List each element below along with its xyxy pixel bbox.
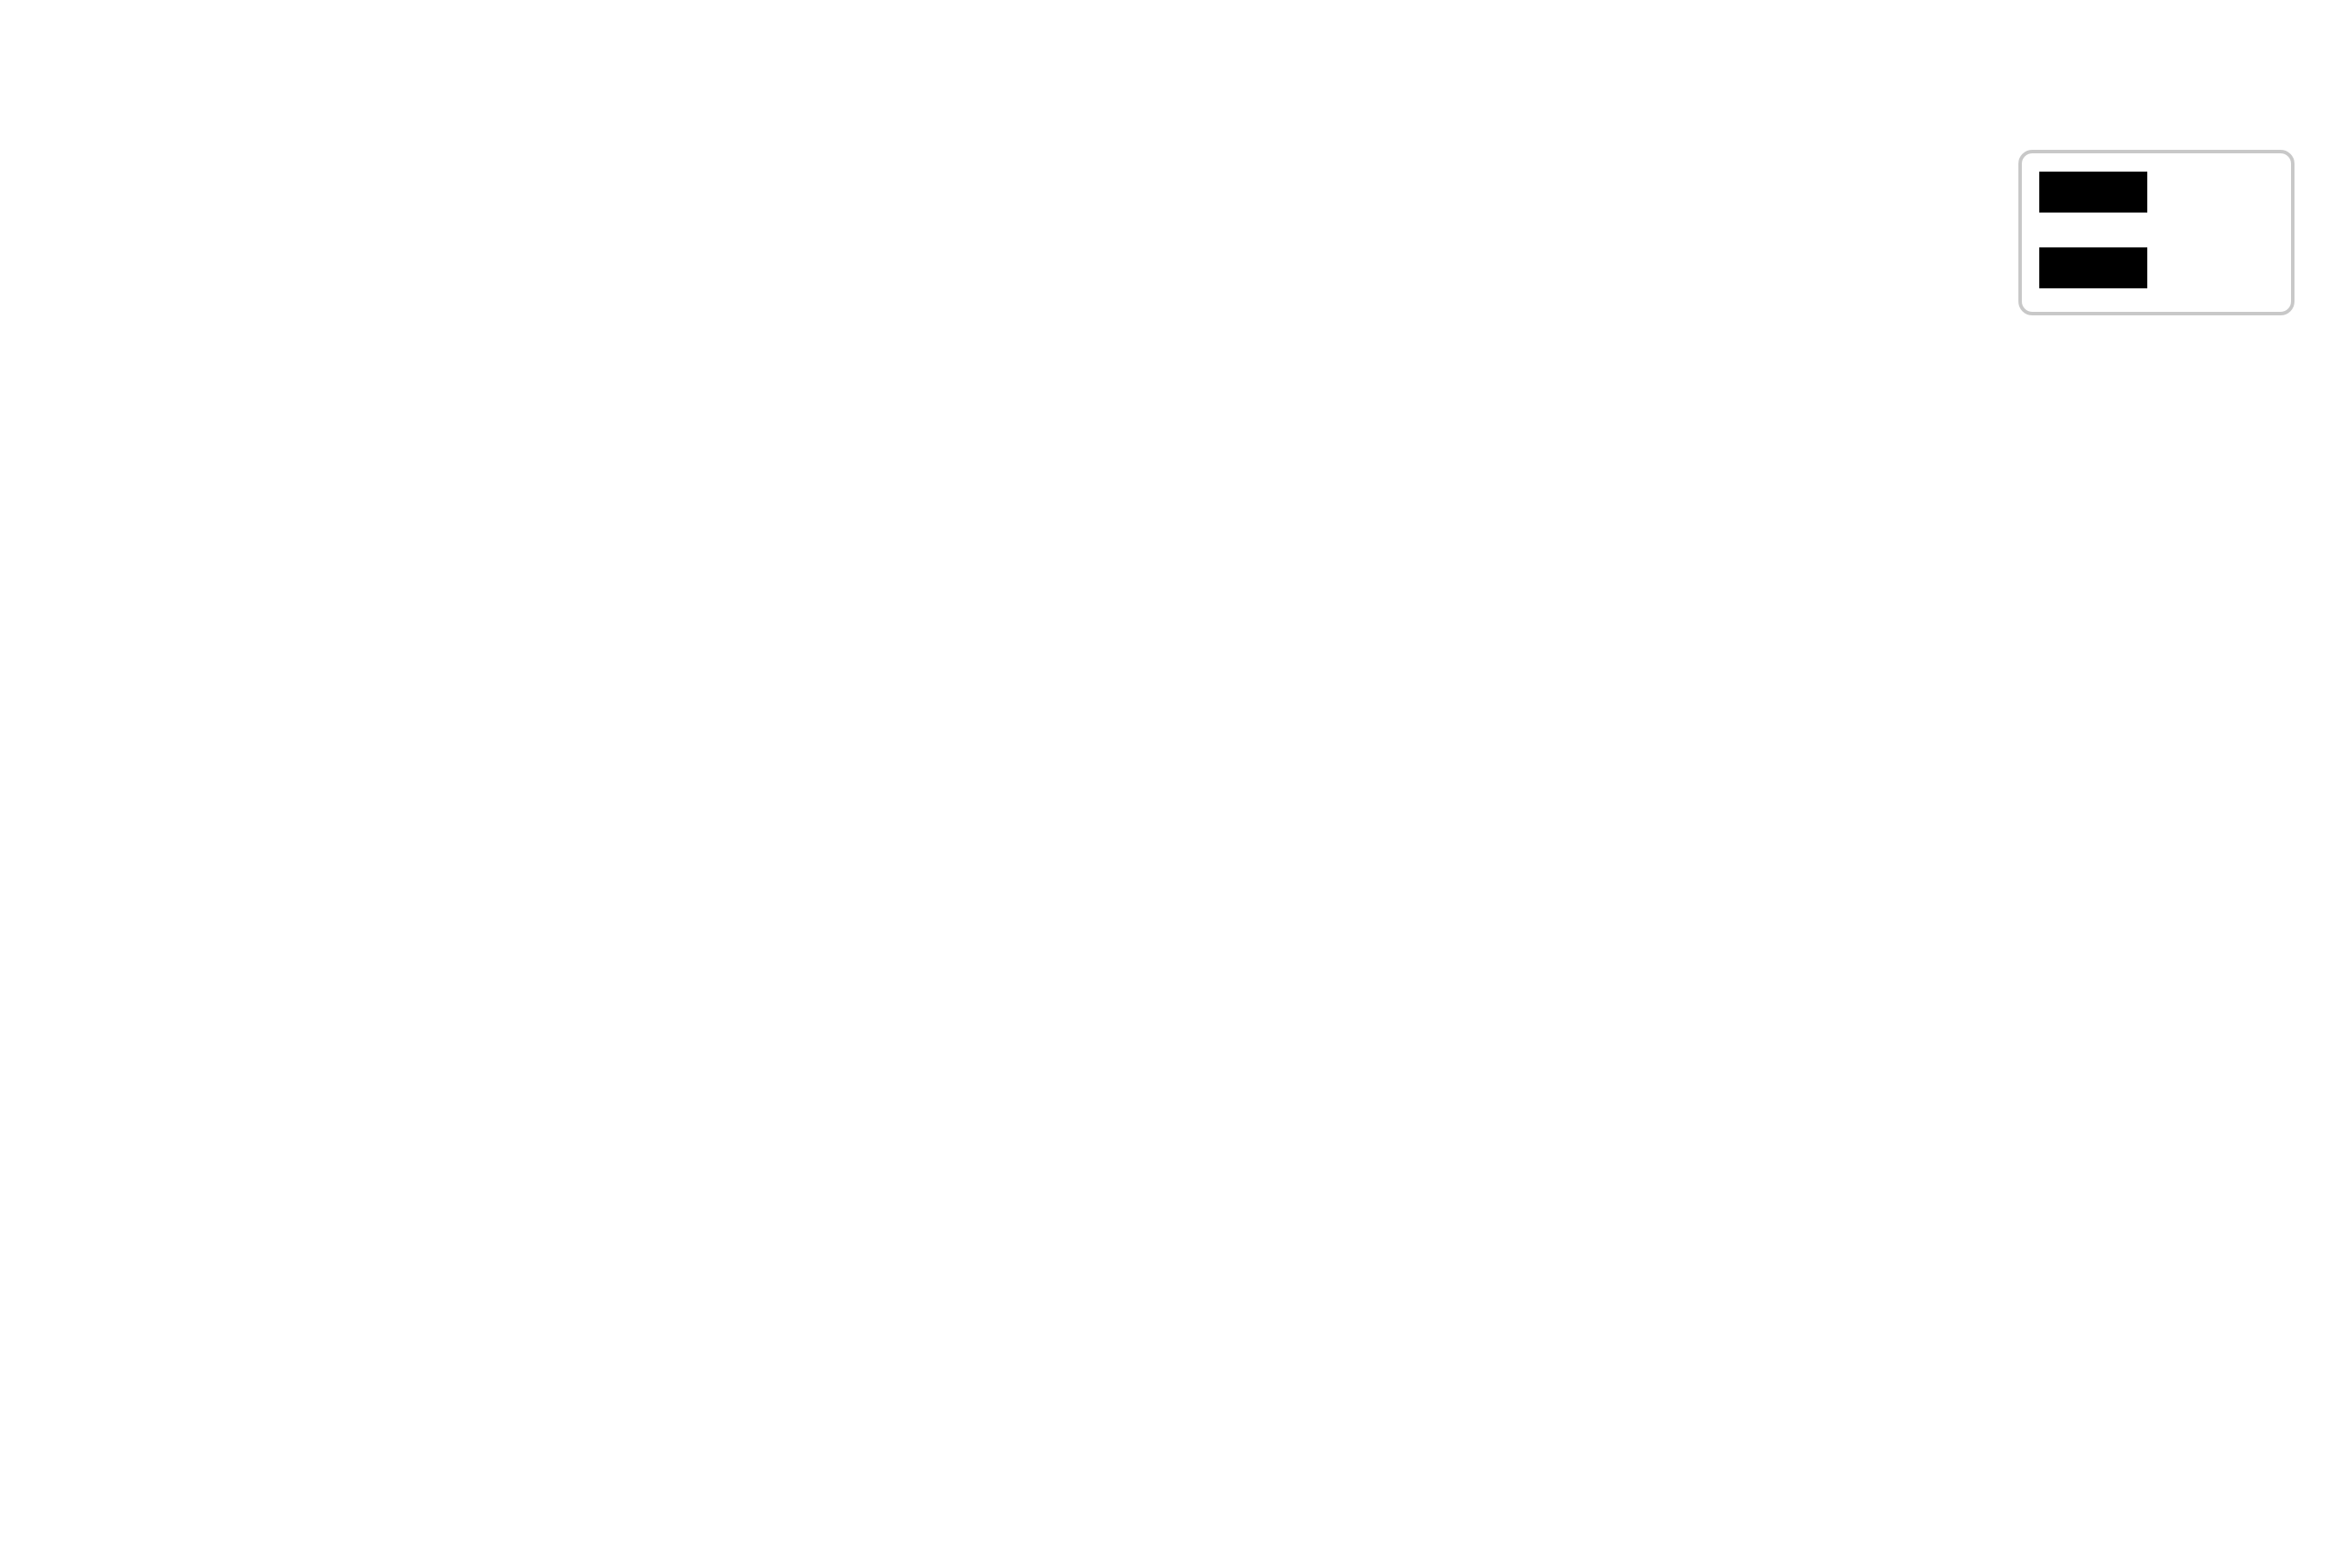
legend-swatch-popg — [2039, 172, 2147, 213]
legend — [2018, 150, 2295, 315]
legend-swatch-pope — [2039, 247, 2147, 288]
